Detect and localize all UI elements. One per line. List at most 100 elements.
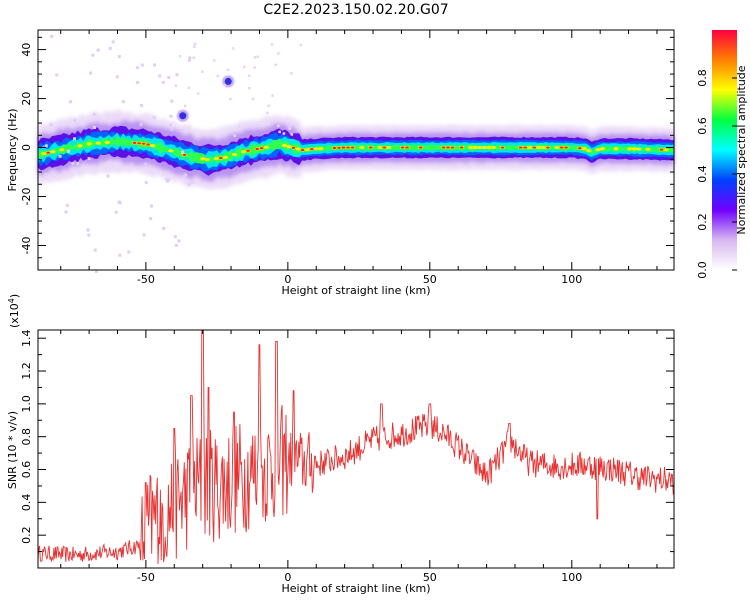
spectrogram-peak (59, 148, 65, 152)
spectrogram-speckle (287, 122, 290, 125)
spectrogram-speckle (192, 56, 195, 60)
spectrogram-peak (490, 145, 497, 150)
spectrogram-speckle (169, 114, 173, 118)
spectrogram-peak (309, 148, 314, 151)
spectrogram-speckle (144, 162, 148, 166)
spectrogram-peak (281, 143, 288, 147)
spectrogram-x-tick-label: 0 (284, 273, 291, 286)
spectrogram-speckle (271, 94, 274, 97)
spectrogram-speckle (75, 122, 79, 126)
spectrogram-speckle (94, 269, 98, 273)
spectrogram-speckle (183, 173, 187, 177)
spectrogram-speckle (69, 100, 73, 104)
snr-multiplier-exponent: 4 (7, 298, 16, 303)
spectrogram-ticks: -50 0 50 100 -40 -20 0 20 40 (20, 30, 674, 286)
spectrogram-speckle (238, 125, 241, 128)
spectrogram-speckle (117, 200, 121, 204)
spectrogram-speckle (299, 43, 303, 47)
spectrogram-speckle (93, 248, 97, 252)
snr-y-tick-label: 0.6 (20, 461, 33, 479)
spectrogram-peak (168, 149, 174, 153)
spectrogram-speckle (73, 119, 77, 123)
spectrogram-speckle (223, 83, 226, 87)
snr-y-tick-label: 0.8 (20, 428, 33, 446)
spectrogram-peak (137, 142, 141, 145)
spectrogram-speckle (216, 74, 219, 78)
spectrogram-peak (219, 156, 223, 160)
spectrogram-peak (246, 149, 250, 152)
spectrogram-speckle (58, 154, 62, 158)
spectrogram-speckle (162, 227, 166, 231)
spectrogram-speckle (150, 204, 154, 208)
spectrogram-speckle (213, 59, 216, 62)
spectrogram-speckle (177, 239, 181, 243)
colorbar-gradient (712, 30, 737, 270)
spectrogram-speckle (278, 130, 281, 134)
spectrogram-peak (472, 145, 478, 150)
spectrogram-peak (450, 146, 455, 149)
spectrogram-peak (304, 147, 310, 152)
spectrogram-speckle (256, 55, 260, 58)
spectrogram-speckle (127, 250, 131, 254)
spectrogram-speckle (66, 149, 70, 153)
spectrogram-peak (554, 145, 560, 150)
spectrogram-peak (481, 145, 487, 150)
snr-y-tick-label: 0.4 (20, 494, 33, 512)
spectrogram-peak (523, 146, 528, 149)
spectrogram-speckle (139, 103, 143, 107)
spectrogram-speckle (272, 120, 276, 123)
snr-series-line (37, 329, 674, 565)
spectrogram-peak (636, 147, 642, 151)
spectrogram-feature (179, 112, 187, 120)
colorbar-tick-label: 0.2 (696, 213, 709, 231)
spectrogram-peak (313, 147, 319, 151)
spectrogram-speckle (229, 97, 232, 101)
spectrogram-peak (645, 147, 651, 151)
spectrogram-peak (486, 145, 492, 150)
spectrogram-peak (546, 146, 550, 149)
spectrogram-peak (182, 153, 187, 156)
spectrogram-speckle (96, 48, 100, 52)
snr-x-tick-label: -50 (137, 571, 155, 584)
spectrogram-speckle (108, 46, 112, 50)
spectrogram-speckle (87, 157, 91, 161)
spectrogram-peak (132, 141, 137, 144)
spectrogram-x-tick-label: 50 (423, 273, 437, 286)
colorbar-ticks: 0.0 0.2 0.4 0.6 0.8 (696, 69, 737, 279)
spectrogram-speckle (191, 180, 195, 184)
spectrogram-peak (581, 147, 587, 151)
spectrogram-speckle (91, 53, 95, 57)
spectrogram-speckle (247, 74, 251, 77)
snr-y-axis-label: SNR (10 * v/v) (6, 411, 19, 489)
spectrogram-y-tick-label: -20 (20, 188, 33, 206)
spectrogram-peak (368, 146, 373, 149)
spectrogram-speckle (50, 34, 54, 38)
spectrogram-speckle (282, 132, 286, 135)
spectrogram-peak (586, 149, 592, 153)
spectrogram-peak (540, 145, 546, 150)
spectrogram-peak (286, 145, 292, 149)
spectrogram-peak (41, 152, 47, 156)
spectrogram-speckle (274, 63, 278, 67)
spectrogram-peak (446, 146, 450, 149)
spectrogram-peak (659, 148, 664, 151)
spectrogram-speckle (72, 137, 76, 141)
spectrogram-peak (613, 147, 619, 151)
snr-y-tick-label: 1.4 (20, 329, 33, 347)
colorbar-label: Normalized spectral amplitude (735, 65, 748, 234)
spectrogram-speckle (243, 65, 246, 69)
spectrogram-peak (259, 147, 264, 150)
spectrogram-peak (536, 145, 542, 150)
spectrogram-speckle (187, 58, 191, 62)
snr-multiplier-base: (x10 (8, 303, 21, 328)
snr-x-tick-label: 100 (561, 571, 582, 584)
spectrogram-speckle (106, 174, 110, 178)
spectrogram-speckle (187, 182, 191, 186)
colorbar-tick-label: 0.6 (696, 117, 709, 135)
spectrogram-peak (663, 148, 669, 152)
spectrogram-speckle (153, 63, 157, 67)
spectrogram-peak (104, 140, 110, 144)
spectrogram-speckle (136, 66, 140, 70)
spectrogram-speckle (188, 56, 192, 60)
